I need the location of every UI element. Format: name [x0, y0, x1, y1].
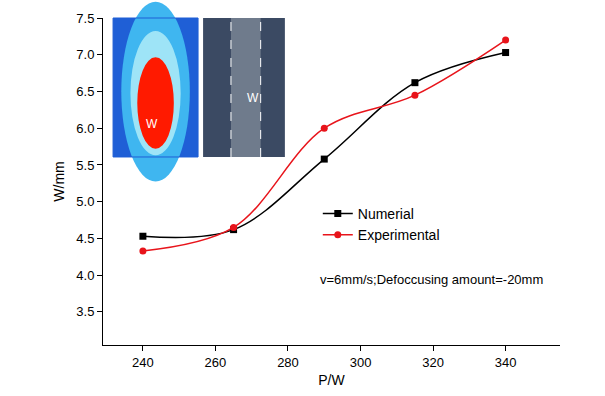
svg-text:300: 300	[350, 355, 372, 370]
svg-text:7.5: 7.5	[76, 11, 94, 26]
svg-text:3.5: 3.5	[76, 304, 94, 319]
svg-text:P/W: P/W	[318, 372, 345, 388]
svg-text:280: 280	[277, 355, 299, 370]
svg-text:4.5: 4.5	[76, 231, 94, 246]
svg-text:6.0: 6.0	[76, 121, 94, 136]
svg-text:340: 340	[495, 355, 517, 370]
svg-text:6.5: 6.5	[76, 84, 94, 99]
svg-text:v=6mm/s;Defoccusing amount=-20: v=6mm/s;Defoccusing amount=-20mm	[320, 272, 543, 287]
svg-text:260: 260	[205, 355, 227, 370]
svg-text:240: 240	[132, 355, 154, 370]
svg-text:W: W	[146, 117, 158, 131]
svg-text:Numerial: Numerial	[358, 206, 414, 222]
svg-text:7.0: 7.0	[76, 47, 94, 62]
svg-text:5.0: 5.0	[76, 194, 94, 209]
svg-text:Experimental: Experimental	[358, 227, 440, 243]
svg-text:5.5: 5.5	[76, 158, 94, 173]
svg-text:4.0: 4.0	[76, 268, 94, 283]
svg-text:W/mm: W/mm	[51, 161, 67, 201]
svg-text:320: 320	[422, 355, 444, 370]
svg-text:W: W	[247, 91, 259, 105]
